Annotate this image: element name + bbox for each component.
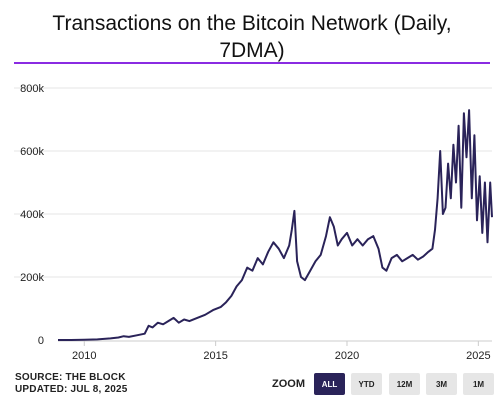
- y-tick-label: 400k: [20, 209, 44, 221]
- x-axis-labels: 2010 2015 2020 2025: [72, 341, 491, 362]
- x-tick-label: 2020: [335, 350, 359, 362]
- y-axis-labels: 0 200k 400k 600k 800k: [20, 83, 44, 347]
- zoom-all-button[interactable]: ALL: [314, 373, 345, 395]
- x-tick-label: 2015: [203, 350, 227, 362]
- y-tick-label: 200k: [20, 272, 44, 284]
- chart-title-line-2: 7DMA): [219, 39, 285, 62]
- zoom-1m-button[interactable]: 1M: [463, 373, 494, 395]
- source-line: SOURCE: THE BLOCK: [15, 372, 126, 383]
- zoom-3m-button[interactable]: 3M: [426, 373, 457, 395]
- grid-lines: [14, 87, 492, 278]
- y-tick-label: 0: [38, 335, 44, 347]
- series-group: [58, 109, 493, 341]
- line-chart: 0 200k 400k 600k 800k 2010 2015 2020 2025: [14, 83, 493, 362]
- zoom-12m-button[interactable]: 12M: [389, 373, 420, 395]
- y-tick-label: 800k: [20, 83, 44, 95]
- x-tick-label: 2025: [466, 350, 490, 362]
- source-note: SOURCE: THE BLOCK UPDATED: JUL 8, 2025: [15, 372, 128, 396]
- series-line-0: [58, 109, 493, 341]
- chart-title-line-1: Transactions on the Bitcoin Network (Dai…: [52, 12, 452, 35]
- y-tick-label: 600k: [20, 146, 44, 158]
- x-tick-label: 2010: [72, 350, 96, 362]
- title-divider: [14, 62, 490, 64]
- updated-line: UPDATED: JUL 8, 2025: [15, 384, 128, 395]
- zoom-label: ZOOM: [272, 378, 305, 390]
- zoom-ytd-button[interactable]: YTD: [351, 373, 382, 395]
- chart-title: Transactions on the Bitcoin Network (Dai…: [0, 10, 504, 64]
